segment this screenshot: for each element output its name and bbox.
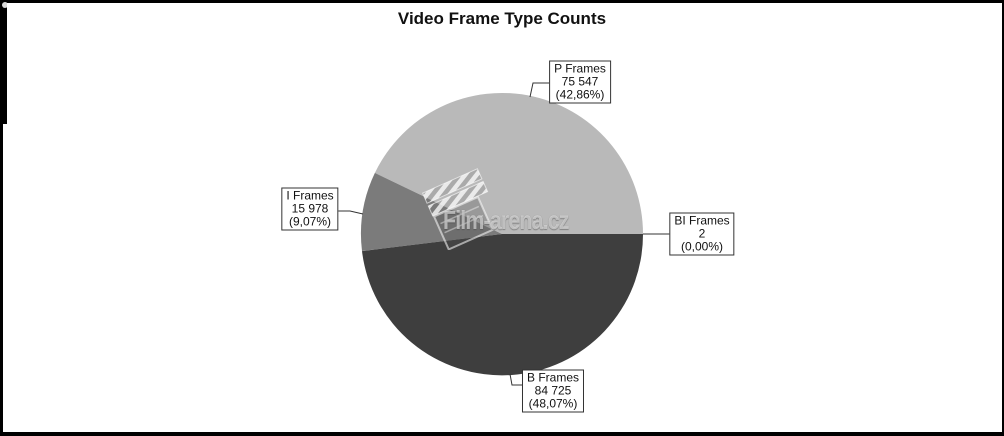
callout-leader-line — [529, 82, 551, 98]
slice-percent: (42,86%) — [555, 87, 605, 102]
callout-leader-line — [509, 373, 522, 386]
slice-percent: (48,07%) — [528, 396, 578, 411]
slice-percent: (9,07%) — [288, 214, 332, 229]
slice-label: I Frames — [286, 188, 334, 203]
slice-count: 2 — [698, 226, 706, 241]
corner-marker — [2, 2, 8, 8]
slice-count: 75 547 — [561, 74, 599, 89]
callout-p-frames: P Frames 75 547 (42,86%) — [549, 60, 611, 104]
image-border-left-strip — [0, 0, 7, 124]
callout-leader-line — [338, 210, 364, 215]
slice-count: 84 725 — [534, 383, 572, 398]
slice-label: BI Frames — [674, 213, 730, 228]
slice-label: P Frames — [554, 61, 606, 76]
slice-percent: (0,00%) — [680, 239, 724, 254]
callout-i-frames: I Frames 15 978 (9,07%) — [281, 187, 339, 231]
slice-count: 15 978 — [291, 201, 329, 216]
callout-b-frames: B Frames 84 725 (48,07%) — [521, 369, 585, 413]
callout-bi-frames: BI Frames 2 (0,00%) — [669, 212, 735, 256]
pie-slice-b-frames — [362, 234, 644, 376]
slice-label: B Frames — [526, 370, 580, 385]
chart-title: Video Frame Type Counts — [397, 9, 607, 28]
